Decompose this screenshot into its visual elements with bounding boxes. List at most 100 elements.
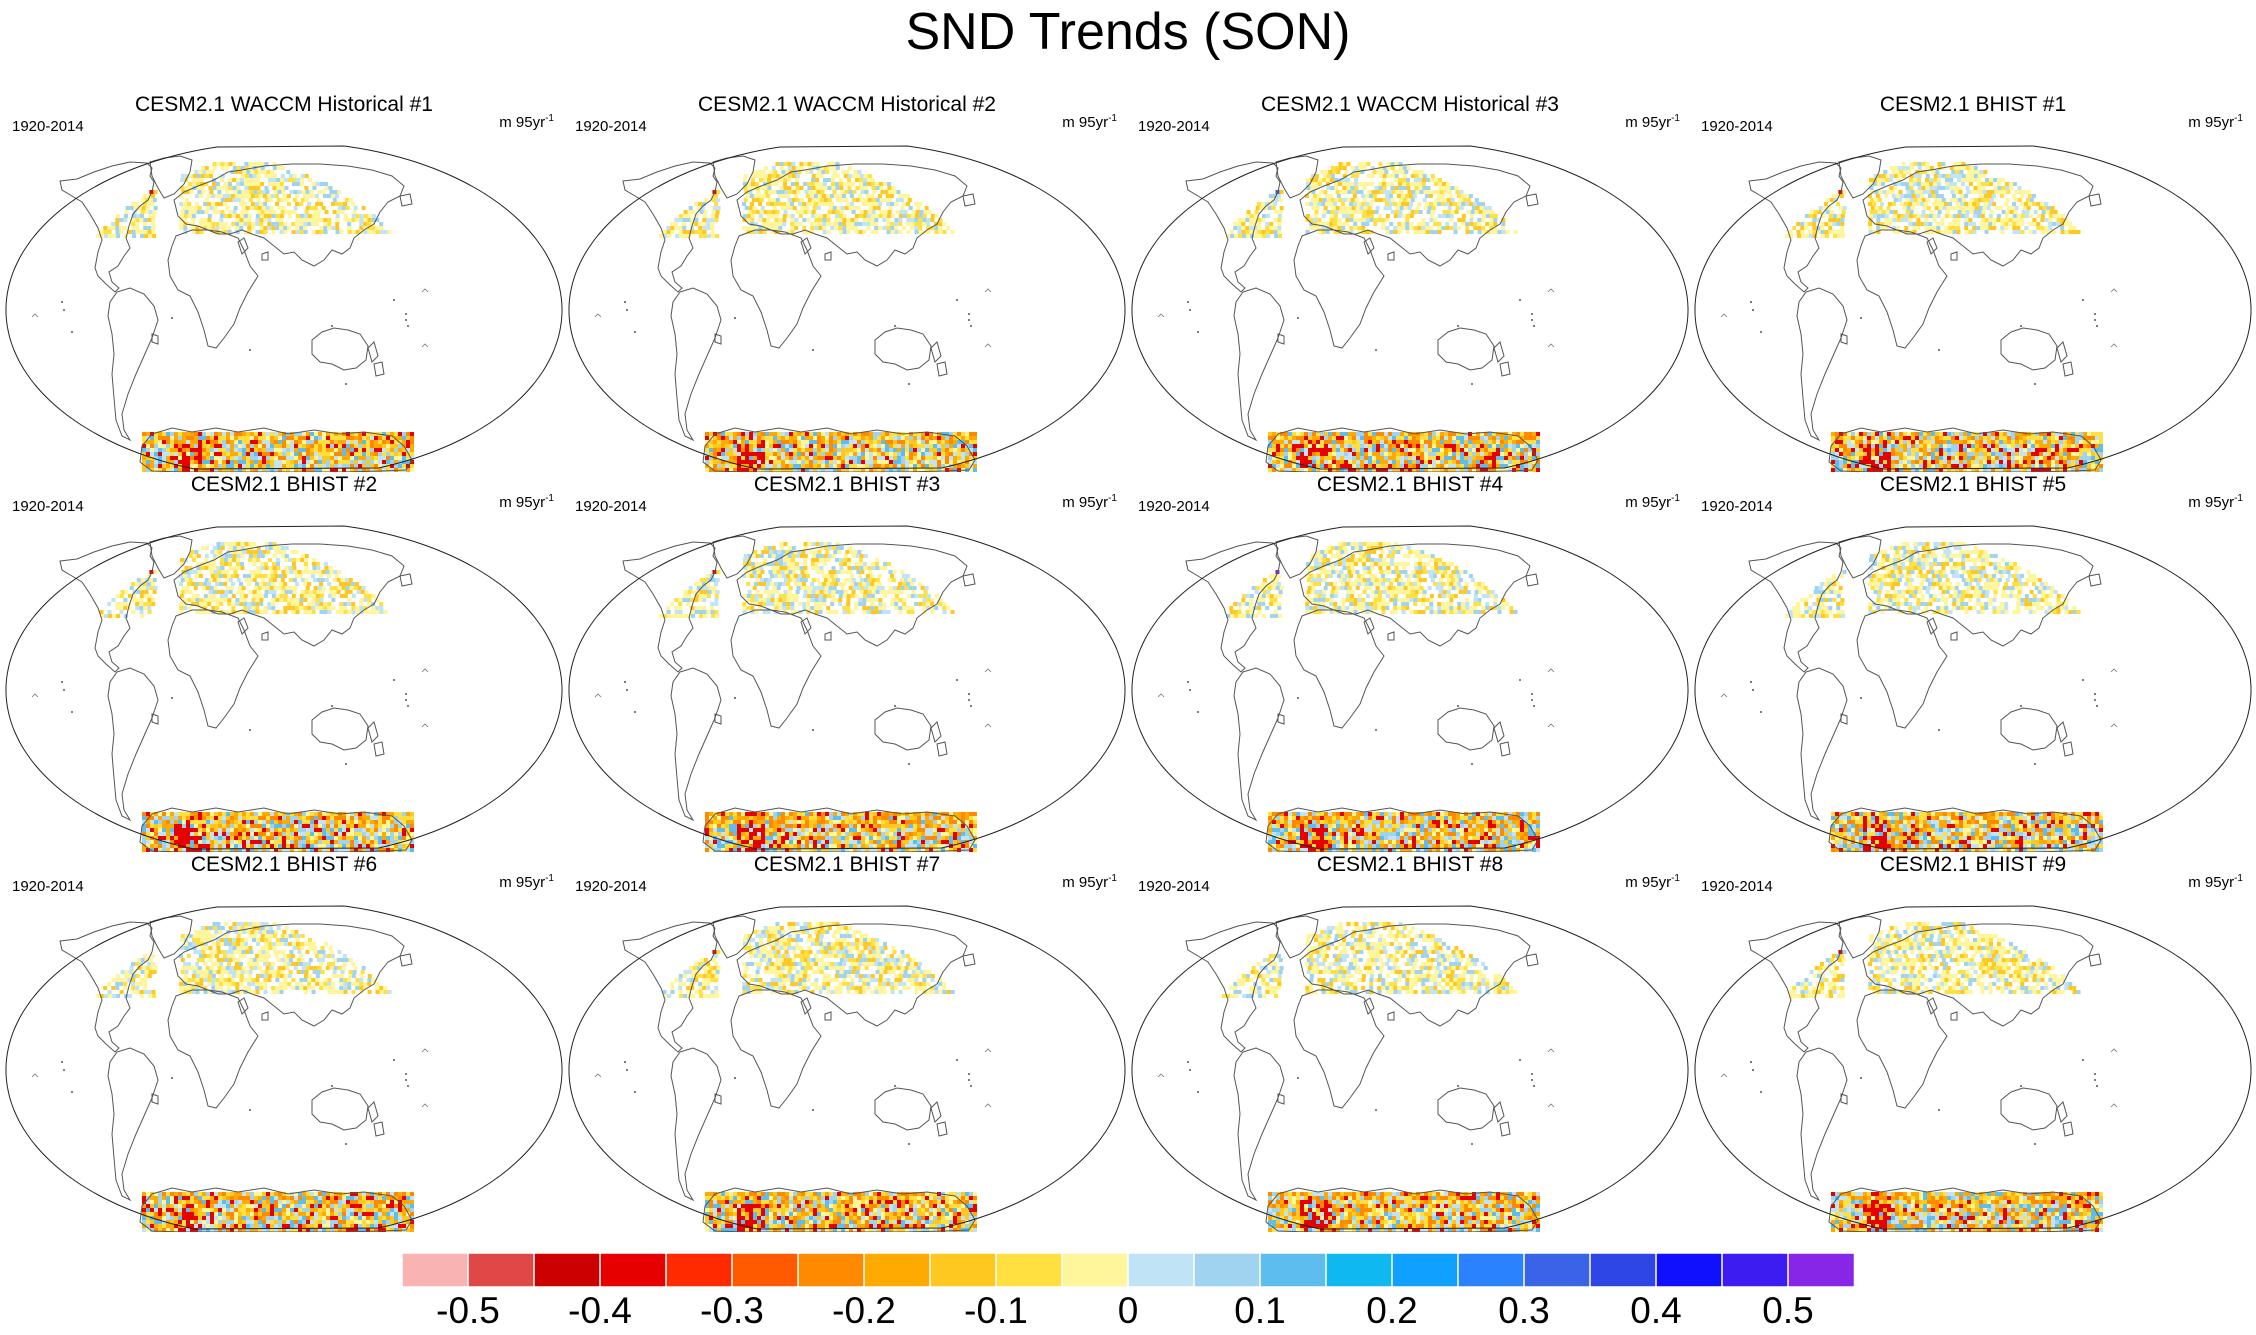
snow-cell	[871, 230, 875, 234]
snow-cell	[873, 448, 877, 452]
map-frame	[569, 146, 1125, 469]
snow-cell	[894, 222, 898, 226]
snow-cell	[770, 222, 774, 226]
snow-cell	[1312, 440, 1316, 444]
snow-cell	[2011, 452, 2015, 456]
snow-cell	[713, 464, 717, 468]
snow-cell	[278, 444, 282, 448]
snow-cell	[1796, 222, 1800, 226]
snow-cell	[272, 186, 276, 190]
snow-cell	[2007, 440, 2011, 444]
snow-cell	[1272, 206, 1276, 210]
snow-cell	[969, 456, 973, 460]
snow-cell	[142, 456, 146, 460]
snow-cell	[1488, 456, 1492, 460]
snow-cell	[1325, 222, 1329, 226]
snow-cell	[1380, 452, 1384, 456]
snow-cell	[877, 456, 881, 460]
snow-cell	[1987, 444, 1991, 448]
snow-cell	[317, 198, 321, 202]
snow-cell	[1416, 444, 1420, 448]
snow-cell	[264, 186, 268, 190]
snow-cell	[933, 444, 937, 448]
snow-cell	[1361, 218, 1365, 222]
snow-cell	[965, 456, 969, 460]
snow-cell	[2015, 206, 2019, 210]
snow-cell	[151, 222, 155, 226]
snow-cell	[1396, 464, 1400, 468]
snow-cell	[1405, 202, 1409, 206]
snow-cell	[115, 226, 119, 230]
snow-cell	[796, 174, 800, 178]
snow-cell	[108, 234, 112, 238]
snow-cell	[823, 182, 827, 186]
snow-cell	[1279, 210, 1283, 214]
snow-cell	[896, 210, 900, 214]
snow-cell	[1342, 214, 1346, 218]
snow-cell	[378, 444, 382, 448]
snow-cell	[1984, 218, 1988, 222]
snow-cell	[1452, 440, 1456, 444]
snow-cell	[194, 444, 198, 448]
snow-cell	[859, 186, 863, 190]
snow-cell	[1904, 218, 1908, 222]
snow-cell	[1272, 452, 1276, 456]
snow-cell	[143, 194, 147, 198]
snow-cell	[282, 452, 286, 456]
snow-cell	[876, 198, 880, 202]
snow-cell	[755, 182, 759, 186]
snow-cell	[1875, 436, 1879, 440]
snow-cell	[1384, 456, 1388, 460]
snow-cell	[2035, 444, 2039, 448]
snow-cell	[2079, 440, 2083, 444]
snow-cell	[1412, 456, 1416, 460]
snow-cell	[1919, 448, 1923, 452]
islet-marker	[1189, 309, 1191, 311]
snow-cell	[810, 222, 814, 226]
islet-marker	[1375, 349, 1377, 351]
snow-cell	[2027, 452, 2031, 456]
snow-cell	[1336, 440, 1340, 444]
snow-cell	[366, 456, 370, 460]
snow-cell	[1978, 210, 1982, 214]
snow-cell	[725, 456, 729, 460]
snow-cell	[847, 178, 851, 182]
snow-cell	[2001, 230, 2005, 234]
snow-cell	[1506, 230, 1510, 234]
snow-cell	[1348, 452, 1352, 456]
snow-cell	[706, 222, 710, 226]
snow-cell	[251, 222, 255, 226]
snow-cell	[796, 210, 800, 214]
snow-cell	[786, 202, 790, 206]
snow-cell	[1392, 460, 1396, 464]
snow-cell	[797, 464, 801, 468]
snow-cell	[1987, 448, 1991, 452]
snow-cell	[270, 436, 274, 440]
snow-cell	[1881, 178, 1885, 182]
snow-cell	[892, 190, 896, 194]
snow-cell	[810, 194, 814, 198]
snow-cell	[779, 186, 783, 190]
snow-cell	[1429, 194, 1433, 198]
snow-cell	[1851, 444, 1855, 448]
snow-cell	[150, 444, 154, 448]
snow-cell	[233, 198, 237, 202]
snow-cell	[912, 210, 916, 214]
snow-cell	[135, 226, 139, 230]
snow-cell	[829, 432, 833, 436]
snow-cell	[362, 206, 366, 210]
islet-marker	[393, 299, 395, 301]
snow-cell	[1359, 190, 1363, 194]
snow-cell	[1384, 170, 1388, 174]
snow-cell	[338, 444, 342, 448]
island-coastline	[937, 362, 947, 376]
snow-cell	[752, 210, 756, 214]
snow-cell	[1372, 440, 1376, 444]
snow-cell	[1859, 452, 1863, 456]
snow-cell	[899, 214, 903, 218]
snow-cell	[370, 448, 374, 452]
snow-cell	[1504, 444, 1508, 448]
snow-cell	[760, 174, 764, 178]
snow-cell	[246, 440, 250, 444]
snow-cell	[1461, 222, 1465, 226]
